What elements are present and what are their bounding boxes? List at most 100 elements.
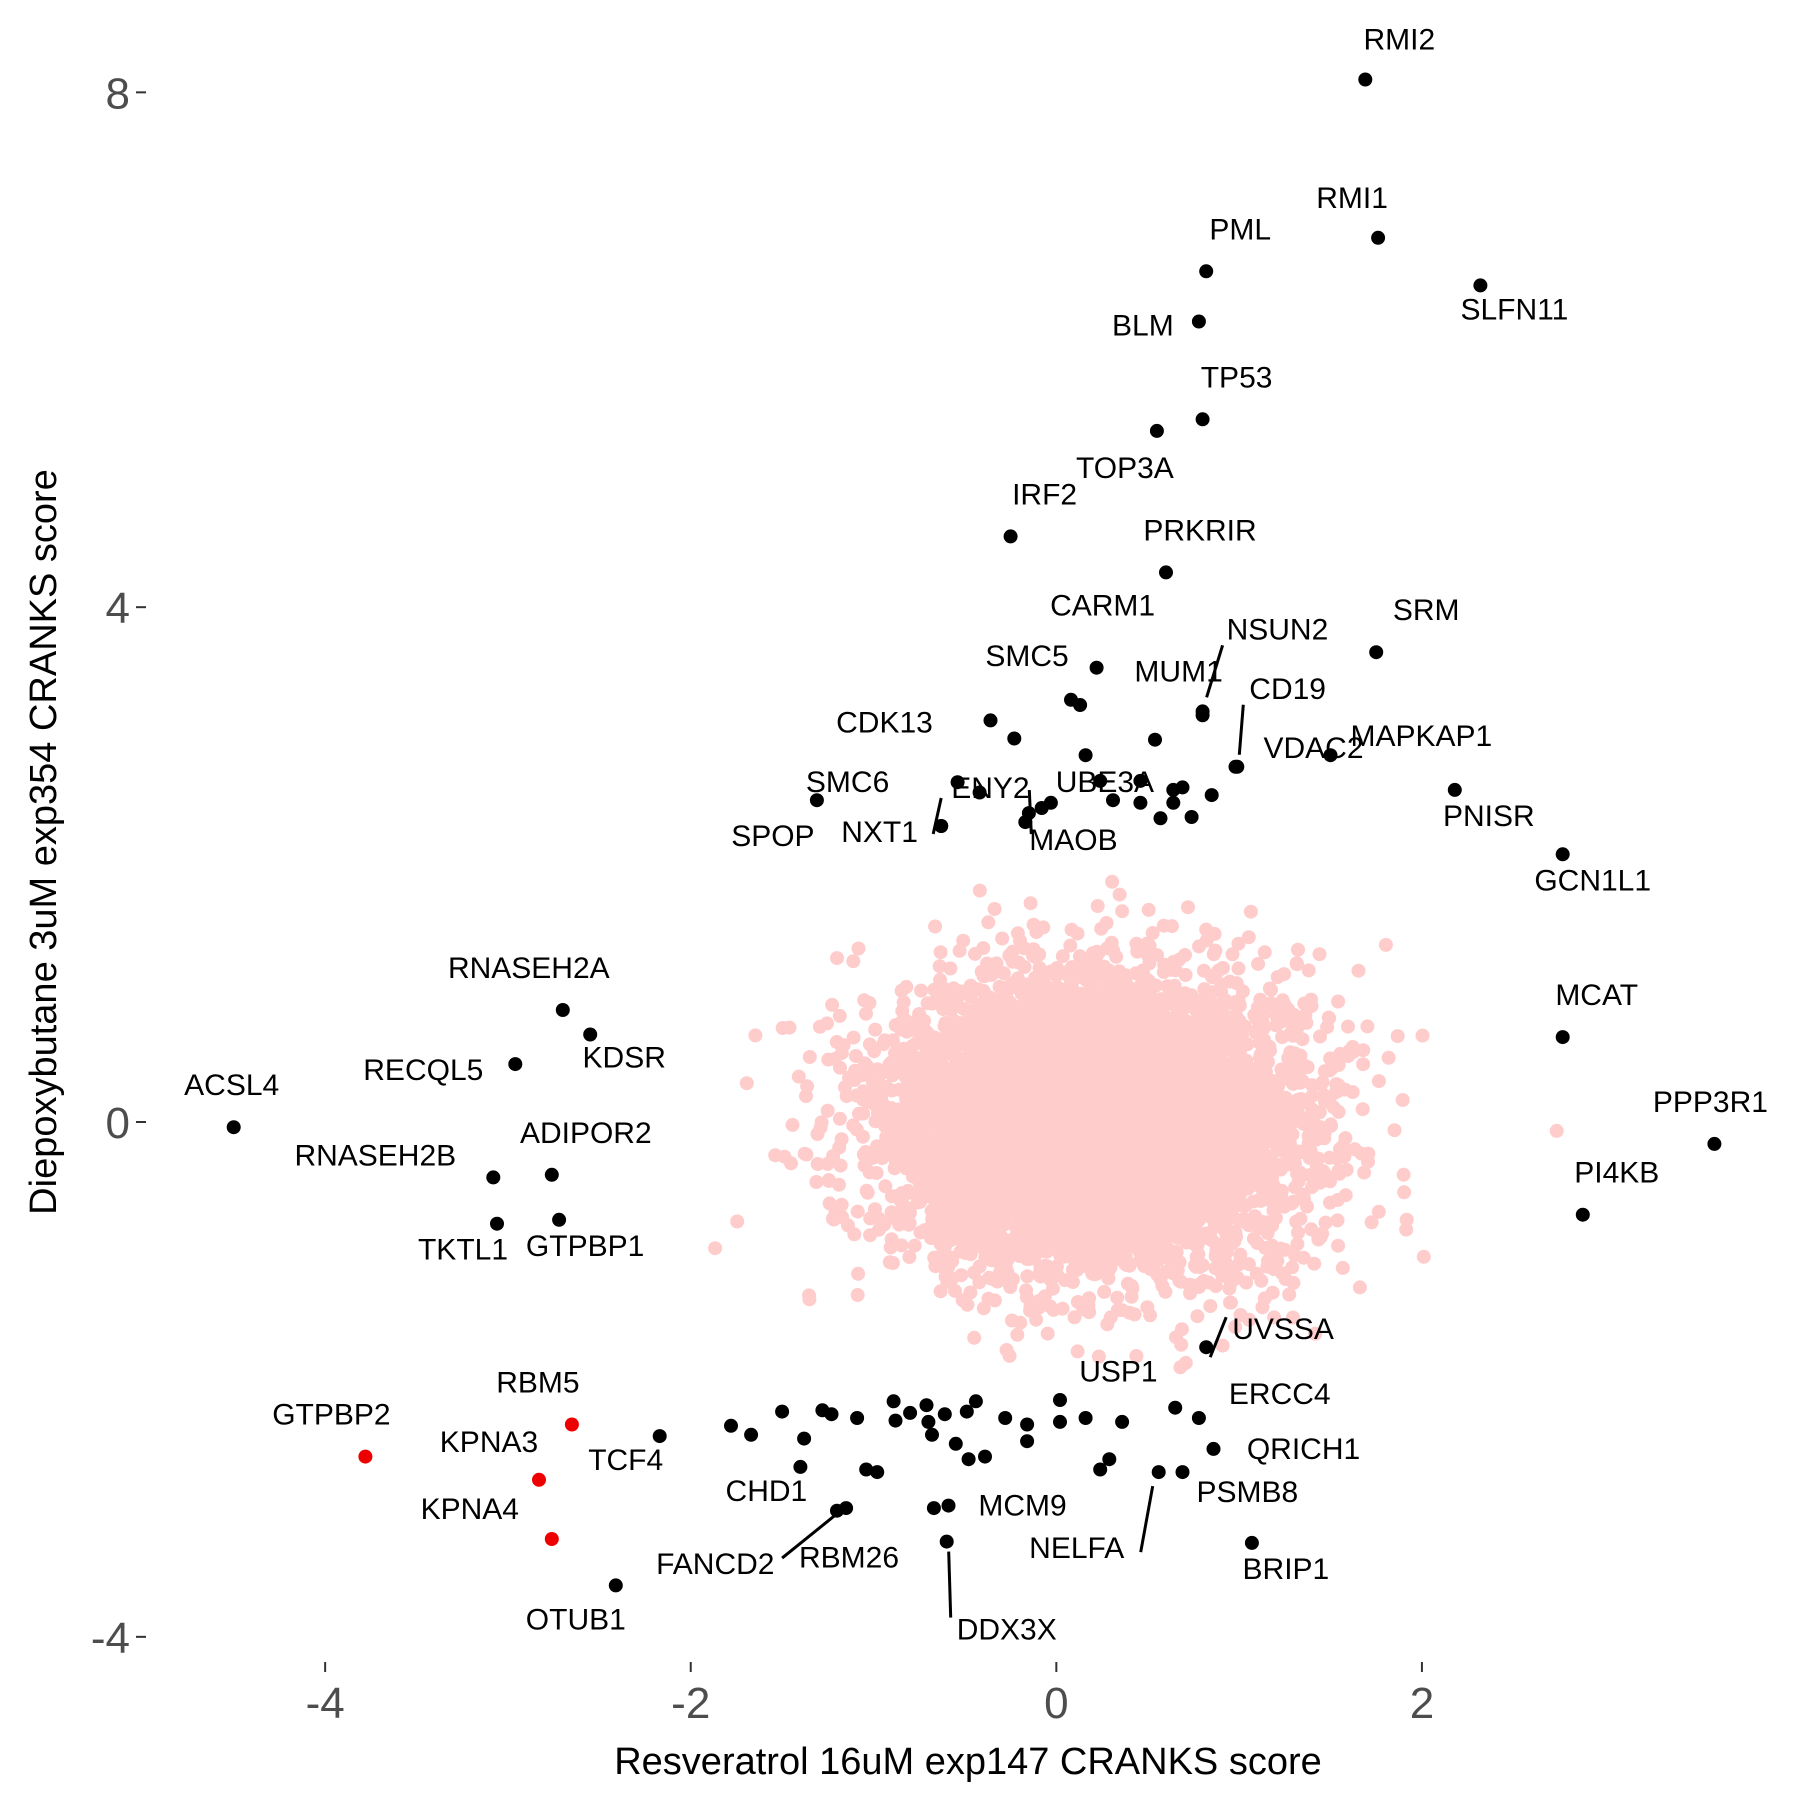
background-point <box>1399 1222 1414 1237</box>
background-point <box>1231 961 1246 976</box>
background-point <box>862 996 877 1010</box>
background-point <box>820 1103 835 1118</box>
background-point <box>1396 1167 1411 1182</box>
background-point <box>1064 922 1079 937</box>
background-point <box>1371 1204 1386 1219</box>
background-point <box>1100 941 1115 956</box>
background-point <box>832 1111 847 1126</box>
background-point <box>802 1050 817 1064</box>
background-point <box>1020 1269 1035 1284</box>
background-point <box>1140 1300 1155 1315</box>
background-point <box>1331 1164 1346 1179</box>
background-point <box>1055 949 1070 964</box>
background-point <box>1281 1051 1296 1066</box>
background-point <box>1005 1313 1019 1328</box>
background-point <box>1160 979 1175 994</box>
background-point <box>785 1117 800 1132</box>
background-point <box>1003 1280 1018 1294</box>
background-point <box>1267 1310 1282 1325</box>
background-point <box>850 1204 865 1219</box>
background-point <box>1090 899 1105 913</box>
background-point <box>1330 1213 1345 1228</box>
background-point <box>1082 1291 1097 1306</box>
background-point <box>869 1166 884 1180</box>
background-point <box>1356 1057 1371 1072</box>
background-point <box>1378 937 1393 952</box>
background-point <box>1249 1266 1264 1281</box>
background-point <box>1145 926 1160 940</box>
background-point <box>868 1022 883 1037</box>
background-point <box>1076 1302 1091 1317</box>
background-point <box>1129 1349 1144 1363</box>
background-point <box>1301 963 1316 978</box>
background-point <box>1291 1225 1305 1240</box>
background-point <box>976 941 991 956</box>
background-point <box>1285 1260 1300 1275</box>
background-point <box>1282 1287 1297 1302</box>
background-point <box>830 951 844 966</box>
background-point <box>995 931 1010 946</box>
background-point <box>1335 1260 1350 1275</box>
background-point <box>739 1076 754 1091</box>
background-point <box>748 1028 763 1043</box>
background-point <box>1277 967 1292 982</box>
background-point <box>1242 1312 1257 1327</box>
background-point <box>1040 1326 1055 1341</box>
background-point <box>1269 1018 1284 1033</box>
background-point <box>1256 1136 1270 1151</box>
background-point <box>1395 1093 1410 1107</box>
background-point <box>1305 1180 1319 1195</box>
background-point <box>948 1283 962 1298</box>
background-point <box>1241 930 1256 945</box>
background-point <box>1397 1185 1412 1200</box>
background-point <box>802 1292 817 1307</box>
background-point <box>848 1049 863 1063</box>
background-point <box>925 996 940 1011</box>
background-point <box>1070 1344 1085 1359</box>
background-point <box>730 1214 745 1229</box>
background-point <box>928 919 943 934</box>
background-point <box>1381 1050 1396 1065</box>
background-point <box>1241 1257 1256 1272</box>
background-point <box>1264 982 1278 997</box>
background-point <box>1341 1019 1355 1034</box>
background-point <box>1390 1029 1405 1044</box>
background-point <box>899 979 914 994</box>
background-point <box>883 1240 898 1255</box>
background-point <box>1347 1142 1362 1157</box>
background-point <box>1207 926 1222 941</box>
background-point <box>850 1288 865 1302</box>
background-point <box>1203 1299 1218 1314</box>
background-point <box>1192 939 1206 954</box>
background-point <box>1169 1330 1183 1345</box>
background-point <box>1181 900 1195 915</box>
background-point <box>1110 1290 1125 1305</box>
background-point <box>1355 1102 1370 1117</box>
background-point <box>1112 887 1127 902</box>
background-point <box>1115 904 1130 919</box>
background-point <box>1286 1275 1301 1290</box>
background-point <box>1097 1284 1112 1299</box>
background-point <box>1549 1123 1564 1138</box>
background-point <box>833 1158 848 1173</box>
background-point <box>1224 1295 1238 1310</box>
background-point <box>846 954 861 969</box>
background-point <box>907 1238 922 1253</box>
background-point <box>1352 1280 1367 1295</box>
background-point <box>810 1157 825 1171</box>
background-point <box>1190 1309 1205 1324</box>
background-point <box>967 1330 982 1345</box>
background-point <box>851 1266 866 1281</box>
background-point <box>1072 949 1087 964</box>
background-point <box>1331 1238 1346 1253</box>
background-point <box>814 1115 829 1130</box>
background-point <box>1058 1273 1073 1288</box>
background-point <box>1416 1249 1431 1264</box>
background-point <box>1415 1028 1430 1043</box>
background-point <box>1225 947 1240 962</box>
background-point <box>1049 1259 1064 1274</box>
background-point <box>1178 1355 1193 1370</box>
background-point <box>963 1285 978 1300</box>
background-point <box>1360 1019 1375 1034</box>
